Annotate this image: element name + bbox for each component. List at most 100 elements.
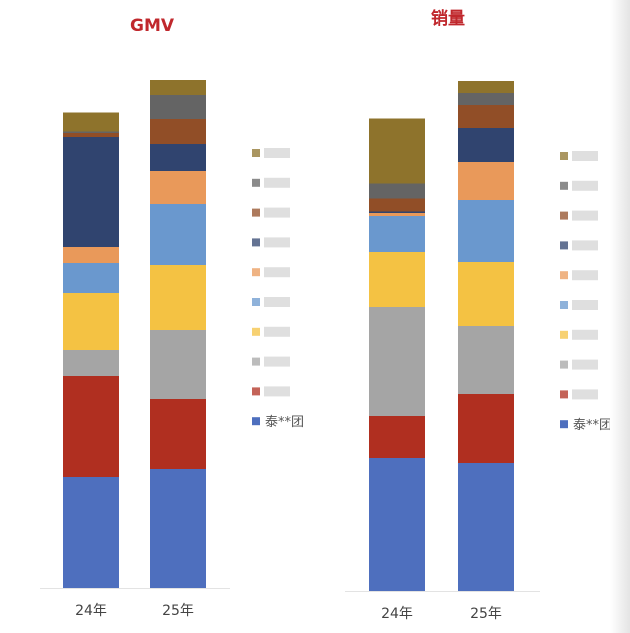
legend-swatch: [560, 152, 568, 160]
bar-segment: [369, 211, 425, 213]
chart-0: GMV 24年 25年 泰**团: [40, 16, 304, 619]
x-tick-label: 24年: [381, 606, 413, 622]
bar-segment: [63, 112, 119, 132]
legend-swatch: [560, 330, 568, 339]
bar-segment: [63, 131, 119, 133]
bar-segment: [369, 118, 425, 184]
legend-item: [560, 151, 598, 161]
legend-label: 泰**团: [265, 415, 304, 430]
x-tick-label: 24年: [75, 603, 107, 619]
bar-segment: [150, 399, 206, 469]
bar-segment: [150, 80, 206, 95]
legend-label-redacted: [264, 326, 290, 337]
legend-item: [252, 177, 290, 188]
legend-swatch: [252, 357, 260, 366]
page-edge-shadow: [610, 0, 630, 633]
legend-label-redacted: [264, 267, 290, 278]
legend-label-redacted: [572, 329, 598, 340]
bar-segment: [369, 458, 425, 591]
legend-item: [252, 207, 290, 218]
bar-segment: [150, 204, 206, 265]
bar-segment: [63, 350, 119, 376]
bar-segment: [63, 477, 119, 588]
x-tick-label: 25年: [470, 606, 502, 622]
legend-swatch: [560, 390, 568, 399]
bar-segment: [369, 198, 425, 212]
legend-item: [252, 267, 290, 278]
legend-label-redacted: [264, 297, 290, 307]
bar-segment: [369, 216, 425, 252]
legend-swatch: [560, 211, 568, 220]
bar-segment: [63, 293, 119, 350]
legend-label-redacted: [264, 207, 290, 218]
legend-label-redacted: [264, 237, 290, 248]
bar-segment: [150, 469, 206, 588]
legend-item: [252, 386, 290, 397]
legend-swatch: [252, 208, 260, 217]
bar-segment: [63, 376, 119, 477]
legend-label-redacted: [264, 386, 290, 397]
bar-segment: [458, 81, 514, 93]
legend-item: [560, 210, 598, 221]
legend-swatch: [252, 178, 260, 187]
bar-segment: [63, 133, 119, 137]
chart-title: GMV: [130, 16, 175, 36]
legend-swatch: [560, 271, 568, 280]
bar-segment: [458, 262, 514, 326]
legend-swatch: [252, 298, 260, 306]
legend-label-redacted: [572, 240, 598, 251]
bar-segment: [458, 326, 514, 394]
legend-item: [252, 297, 290, 307]
bar-segment: [458, 105, 514, 128]
chart-title: 销量: [431, 8, 465, 29]
legend-label-redacted: [572, 359, 598, 370]
legend-item: [252, 326, 290, 337]
chart-1: 销量 24年 25年 泰**团: [345, 8, 612, 622]
legend-label: 泰**团: [573, 418, 612, 433]
legend-item: [560, 329, 598, 340]
bar-segment: [369, 183, 425, 199]
legend-item: [560, 270, 598, 281]
legend-swatch: [252, 327, 260, 336]
legend-label-redacted: [572, 210, 598, 221]
legend-swatch: [252, 387, 260, 396]
bar-segment: [369, 252, 425, 307]
legend-item: [560, 180, 598, 191]
legend-item: 泰**团: [252, 415, 304, 430]
legend-label-redacted: [572, 389, 598, 400]
bar-segment: [369, 213, 425, 216]
bar-segment: [369, 416, 425, 458]
bar-segment: [150, 171, 206, 204]
bar-segment: [63, 263, 119, 293]
legend-swatch: [560, 241, 568, 250]
legend-swatch: [252, 149, 260, 157]
legend-swatch: [560, 301, 568, 309]
bar-segment: [150, 119, 206, 144]
bar-segment: [369, 307, 425, 416]
legend-swatch: [560, 181, 568, 190]
legend-item: 泰**团: [560, 418, 612, 433]
bar-segment: [458, 200, 514, 262]
bar-segment: [150, 265, 206, 330]
legend-label-redacted: [264, 356, 290, 367]
legend-label-redacted: [572, 151, 598, 161]
legend-swatch: [560, 420, 568, 429]
legend-item: [252, 237, 290, 248]
legend-item: [560, 240, 598, 251]
legend-label-redacted: [264, 177, 290, 188]
bar-segment: [150, 144, 206, 171]
legend-label-redacted: [572, 270, 598, 281]
legend-label-redacted: [572, 180, 598, 191]
bar-segment: [458, 463, 514, 591]
legend-item: [560, 300, 598, 310]
legend-label-redacted: [264, 148, 290, 158]
bar-segment: [458, 394, 514, 463]
legend-swatch: [252, 238, 260, 247]
legend-item: [252, 148, 290, 158]
legend-item: [252, 356, 290, 367]
bar-segment: [458, 128, 514, 162]
legend-item: [560, 359, 598, 370]
legend-item: [560, 389, 598, 400]
